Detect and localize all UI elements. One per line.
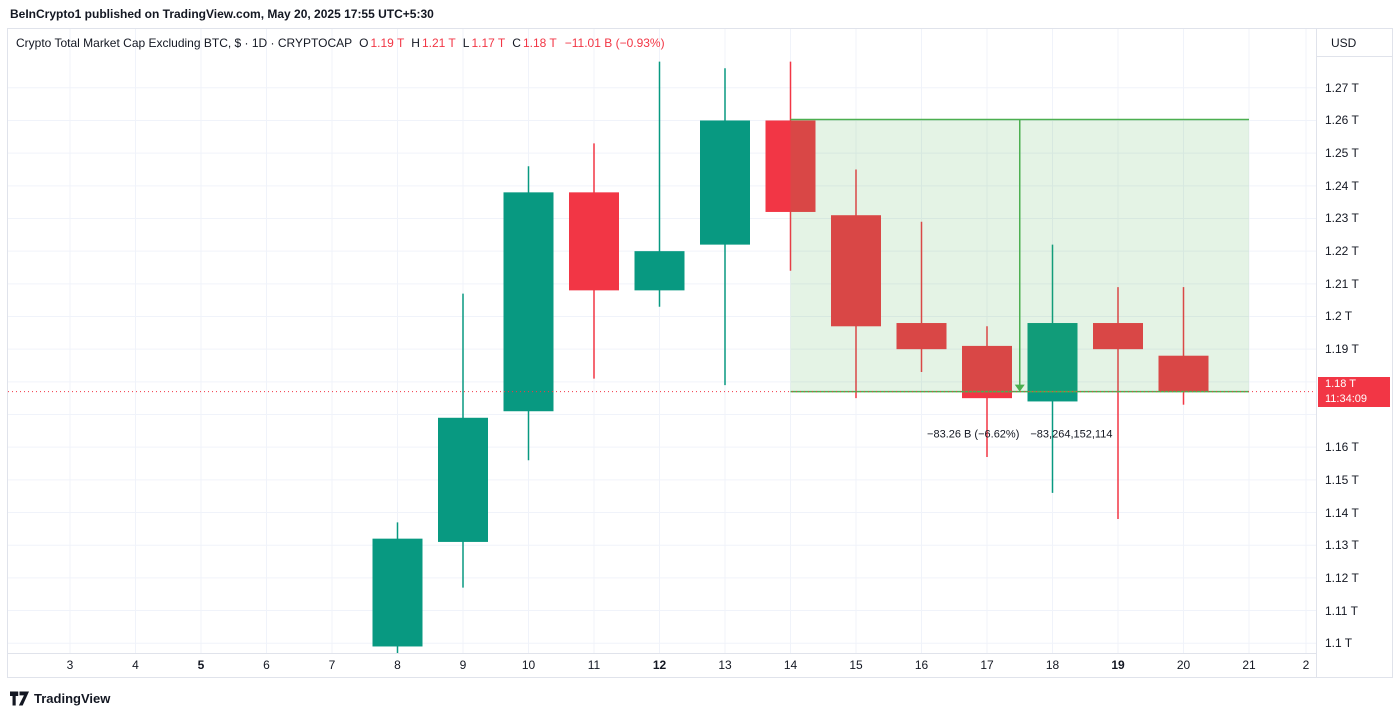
- candle-20: [1158, 287, 1209, 405]
- tradingview-logo-text: TradingView: [34, 691, 111, 706]
- tradingview-footer[interactable]: TradingView: [10, 691, 110, 706]
- time-tick-label: 9: [459, 658, 467, 672]
- price-tick-label: 1.2 T: [1325, 309, 1353, 324]
- price-tick-label: 1.16 T: [1325, 440, 1359, 455]
- price-tick-label: 1.12 T: [1325, 570, 1359, 585]
- price-tick-label: 1.21 T: [1325, 276, 1359, 291]
- ohlc-values: O 1.19 T H 1.21 T L 1.17 T C 1.18 T: [352, 36, 557, 50]
- time-tick-label: 6: [263, 658, 270, 672]
- plot-area[interactable]: −83.26 B (−6.62%) −83,264,152,114 3 4 5 6 7 8…: [8, 29, 1316, 677]
- time-tick-label: 16: [914, 658, 929, 672]
- chart-canvas[interactable]: −83.26 B (−6.62%) −83,264,152,114: [8, 29, 1316, 653]
- price-range-measurement[interactable]: −83.26 B (−6.62%) −83,264,152,114: [790, 118, 1250, 441]
- candle-18: [1027, 244, 1078, 493]
- ohlc-key: O: [359, 36, 369, 50]
- time-tick-label: 19: [1111, 658, 1125, 672]
- time-axis[interactable]: 3 4 5 6 7 8 9 10 11 12 13 14 15 16 17 18 19 20 21 2: [8, 653, 1316, 677]
- ohlc-key: L: [462, 36, 470, 50]
- ohlc-value: 1.18 T: [522, 36, 557, 50]
- time-tick-label: 21: [1242, 658, 1256, 672]
- currency-label-text: USD: [1331, 35, 1357, 50]
- ohlc-key: C: [512, 36, 521, 50]
- change-value: −11.01 B (−0.93%): [564, 36, 665, 50]
- ohlc-key: H: [411, 36, 420, 50]
- chart-legend: Crypto Total Market Cap Excluding BTC, $…: [16, 36, 665, 50]
- time-tick-label: 8: [394, 658, 401, 672]
- price-tick-label: 1.15 T: [1325, 472, 1359, 487]
- current-price-value: 1.18 T: [1325, 377, 1356, 390]
- candle-14: [765, 61, 816, 271]
- measurement-label: −83.26 B (−6.62%) −83,264,152,114: [927, 429, 1112, 441]
- candle-16: [896, 221, 947, 373]
- time-tick-label: 10: [521, 658, 536, 672]
- time-tick-label: 12: [652, 658, 667, 672]
- candle-9: [438, 293, 488, 588]
- time-tick-label: 15: [849, 658, 863, 672]
- time-tick-label: 14: [783, 658, 798, 672]
- price-tick-label: 1.19 T: [1325, 342, 1359, 357]
- candle-10: [503, 166, 554, 461]
- price-tick-label: 1.1 T: [1325, 636, 1353, 651]
- price-tick-label: 1.27 T: [1325, 80, 1359, 95]
- price-tick-label: 1.14 T: [1325, 505, 1359, 520]
- price-axis[interactable]: USD 1.18 T 11:34:09 1.27 T 1.26 T 1.25 T 1.…: [1316, 29, 1392, 677]
- ohlc-value: 1.17 T: [471, 36, 506, 50]
- tradingview-logo-icon: [10, 691, 29, 706]
- time-tick-label: 3: [66, 658, 74, 672]
- time-tick-label: 18: [1045, 658, 1060, 672]
- ohlc-value: 1.21 T: [421, 36, 456, 50]
- time-tick-label: 5: [197, 658, 205, 672]
- price-tick-label: 1.13 T: [1325, 538, 1359, 553]
- price-tick-label: 1.23 T: [1325, 211, 1359, 226]
- candle-15: [831, 169, 881, 399]
- ohlc-value: 1.19 T: [370, 36, 405, 50]
- candle-11: [569, 143, 619, 379]
- current-price-badge: 1.18 T 11:34:09: [1318, 376, 1390, 407]
- price-tick-label: 1.25 T: [1325, 146, 1359, 161]
- measurement-arrow-icon: [1014, 384, 1025, 392]
- current-price-countdown: 11:34:09: [1325, 392, 1368, 405]
- publish-header-text: BeInCrypto1 published on TradingView.com…: [10, 7, 434, 21]
- time-tick-label: 17: [980, 658, 994, 672]
- publish-header: BeInCrypto1 published on TradingView.com…: [0, 0, 1400, 28]
- chart-frame: Crypto Total Market Cap Excluding BTC, $…: [7, 28, 1393, 678]
- time-tick-label: 13: [718, 658, 732, 672]
- currency-label: USD: [1317, 29, 1392, 57]
- candle-8: [372, 522, 423, 653]
- time-tick-label: 2: [1302, 658, 1310, 672]
- time-tick-label: 7: [328, 658, 336, 672]
- time-tick-label: 4: [132, 658, 139, 672]
- candle-13: [700, 68, 750, 386]
- time-tick-label: 20: [1176, 658, 1191, 672]
- time-tick-label: 11: [587, 658, 601, 672]
- price-tick-label: 1.26 T: [1325, 113, 1359, 128]
- candle-12: [634, 61, 685, 307]
- price-tick-label: 1.11 T: [1325, 603, 1358, 618]
- candle-19: [1093, 287, 1143, 520]
- price-tick-label: 1.24 T: [1325, 178, 1359, 193]
- price-tick-label: 1.22 T: [1325, 244, 1359, 259]
- symbol-title: Crypto Total Market Cap Excluding BTC, $…: [16, 36, 353, 50]
